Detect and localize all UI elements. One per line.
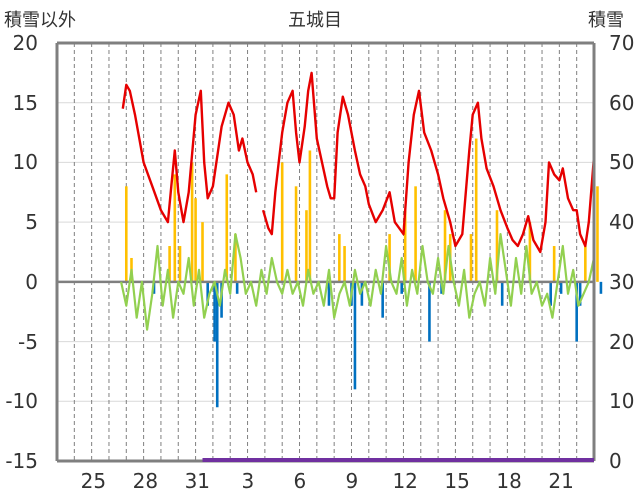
left-tick-label: 15: [12, 90, 38, 115]
bar-snowfall: [194, 198, 197, 282]
snow-depth-line: [261, 71, 596, 254]
bar-snowfall: [584, 246, 587, 282]
bar-snowfall: [469, 234, 473, 282]
bar-rainfall: [559, 281, 563, 294]
x-tick-label: 28: [132, 469, 159, 493]
x-tick-label: 21: [548, 469, 574, 493]
bar-snowfall: [168, 246, 171, 282]
x-tick-label: 18: [496, 469, 522, 493]
bar-snowfall: [596, 186, 599, 282]
bar-snowfall: [388, 234, 391, 282]
x-tick-label: 15: [444, 469, 470, 493]
bar-snowfall: [338, 234, 341, 282]
bar-rainfall: [428, 281, 431, 342]
bar-snowfall: [178, 246, 182, 282]
bar-rainfall: [213, 281, 216, 342]
bar-snowfall: [528, 222, 532, 282]
chart-title: 五城目: [288, 10, 342, 31]
right-tick-label: 30: [609, 269, 635, 294]
bar-snowfall: [294, 186, 298, 282]
right-tick-label: 50: [609, 150, 635, 175]
bar-rainfall: [327, 281, 331, 306]
bar-rainfall: [599, 281, 603, 294]
right-tick-label: 20: [609, 329, 635, 354]
bar-rainfall: [400, 281, 404, 294]
bar-snowfall: [225, 174, 229, 282]
left-tick-label: 10: [12, 150, 38, 175]
bar-snowfall: [201, 222, 204, 282]
x-tick-label: 9: [345, 469, 359, 493]
frame-layer: [55, 41, 596, 463]
bar-snowfall: [495, 210, 499, 282]
bar-rainfall: [500, 281, 504, 306]
left-tick-label: -15: [5, 449, 38, 473]
bar-snowfall: [305, 210, 308, 282]
bar-snowfall: [443, 210, 447, 282]
snow-depth-line: [121, 83, 258, 224]
bar-snowfall: [403, 210, 407, 282]
bar-snowfall: [414, 186, 417, 282]
bar-snowfall: [343, 246, 346, 282]
left-tick-label: -5: [18, 329, 38, 354]
left-tick-label: 0: [25, 269, 38, 294]
bar-snowfall: [173, 174, 177, 282]
x-tick-label: 12: [392, 469, 418, 493]
bar-rainfall: [353, 281, 357, 390]
bar-snowfall: [280, 162, 284, 282]
right-axis-title: 積雪: [588, 10, 624, 31]
right-tick-label: 70: [609, 31, 635, 55]
bar-rainfall: [206, 281, 210, 306]
temperature-line: [120, 233, 596, 331]
bar-rainfall: [578, 281, 582, 306]
bar-rainfall: [575, 281, 578, 342]
bar-snowfall: [234, 234, 237, 282]
right-tick-label: 60: [609, 90, 635, 115]
left-axis-title: 積雪以外: [4, 10, 76, 31]
bar-rainfall: [235, 281, 239, 294]
bar-snowfall: [308, 150, 312, 282]
bar-snowfall: [474, 138, 478, 282]
right-tick-label: 0: [609, 449, 622, 473]
bar-rainfall: [360, 281, 364, 306]
x-tick-label: 31: [184, 469, 211, 493]
right-tick-label: 40: [609, 210, 635, 235]
bar-rainfall: [549, 281, 552, 306]
grid-layer: [57, 42, 594, 462]
bar-rainfall: [381, 281, 384, 318]
left-tick-label: 20: [12, 31, 38, 55]
x-tick-label: 25: [80, 469, 107, 493]
bars-layer: [124, 138, 603, 408]
right-tick-label: 10: [609, 389, 635, 414]
bar-snowfall: [190, 162, 194, 282]
x-tick-label: 3: [241, 469, 255, 493]
left-tick-label: -10: [5, 389, 38, 414]
bar-snowfall: [124, 186, 128, 282]
bar-snowfall: [552, 246, 556, 282]
lines-layer: [57, 71, 596, 331]
bar-rainfall: [215, 281, 219, 408]
x-tick-label: 6: [293, 469, 307, 493]
left-tick-label: 5: [25, 210, 38, 235]
